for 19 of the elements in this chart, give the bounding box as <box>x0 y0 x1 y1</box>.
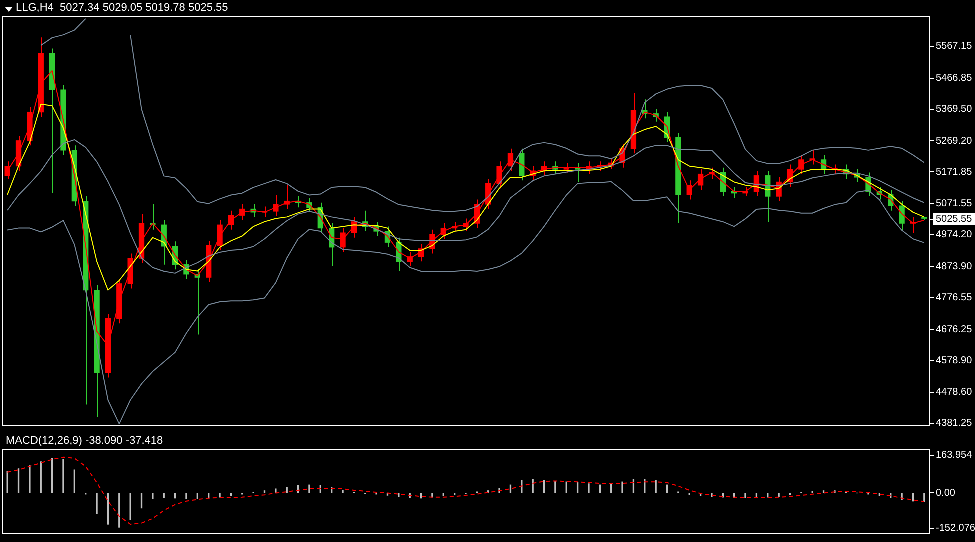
y-tick-label: 4776.55 <box>936 292 973 304</box>
y-tick-label: 4578.90 <box>936 355 973 366</box>
text: 5025.55 <box>936 214 973 225</box>
y-tick-label: 5071.55 <box>936 198 973 210</box>
y-tick-label: 4478.60 <box>936 387 973 398</box>
y-tick-label: 0.00 <box>936 488 956 499</box>
y-tick-label: 163.954 <box>936 450 973 462</box>
chart-title: LLG,H4 5027.34 5029.05 5019.78 5025.55 <box>16 2 228 15</box>
y-tick-label: 5171.85 <box>936 166 973 178</box>
y-tick-label: 4873.90 <box>936 262 973 273</box>
y-tick-label: 5567.15 <box>936 41 973 52</box>
y-tick-label: 4974.20 <box>936 230 973 241</box>
y-tick-label: 5269.20 <box>936 136 973 147</box>
y-tick-label: 5466.85 <box>936 73 973 84</box>
y-tick-label: 5369.50 <box>936 104 973 116</box>
chart-title: MACD(12,26,9) -38.090 -37.418 <box>6 435 164 448</box>
y-tick-label: 4676.25 <box>936 324 973 336</box>
y-tick-label: 4381.25 <box>936 418 973 430</box>
y-tick-label: -152.076 <box>936 523 975 534</box>
